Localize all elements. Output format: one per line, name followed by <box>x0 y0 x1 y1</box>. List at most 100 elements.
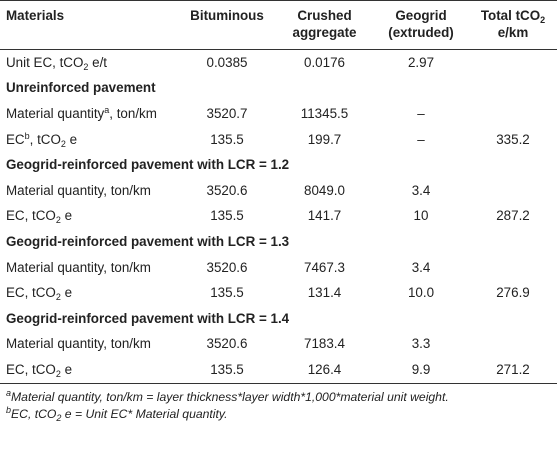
cell-crushed: 131.4 <box>307 285 342 301</box>
footnote-b-mark: b <box>6 404 12 415</box>
cell-total: 276.9 <box>496 285 530 301</box>
cell-geogrid: 10.0 <box>407 285 435 301</box>
footnote-b-sub: 2 <box>56 412 62 423</box>
table-container: Materials Bituminous Crushed aggregate Ge… <box>0 0 557 423</box>
cell-total: 335.2 <box>496 131 530 147</box>
col-header-total: Total tCO2 e/km <box>469 1 557 50</box>
cell-total <box>469 332 557 358</box>
row-label-text: EC <box>6 131 25 147</box>
row-label-text: EC, tCO <box>6 208 56 224</box>
row-label-sub: 2 <box>55 292 61 303</box>
table-row-material-quantity: Material quantity, ton/km 3520.6 7467.3 … <box>0 255 557 281</box>
table-row-material-quantity: Material quantity, ton/km 3520.6 7183.4 … <box>0 332 557 358</box>
section-header-lcr-1-4: Geogrid-reinforced pavement with LCR = 1… <box>0 306 557 332</box>
section-title: Unreinforced pavement <box>6 80 156 96</box>
cell-geogrid: – <box>417 131 425 147</box>
cell-crushed: 7467.3 <box>304 259 345 275</box>
cell-crushed: 199.7 <box>307 131 342 147</box>
col-header-crushed-line1: Crushed <box>297 8 352 23</box>
footnote-b: bEC, tCO2 e = Unit EC* Material quantity… <box>0 404 557 423</box>
table-row-ec: EC, tCO2 e 135.5 141.7 10 287.2 <box>0 204 557 230</box>
row-label: Material quantity, ton/km <box>6 336 151 352</box>
table-row-ec: EC, tCO2 e 135.5 126.4 9.9 271.2 <box>0 357 557 384</box>
row-label-text: Material quantity <box>6 105 105 121</box>
cell-crushed: 141.7 <box>307 208 342 224</box>
cell-geogrid: 9.9 <box>411 361 431 377</box>
cell-crushed: 7183.4 <box>304 336 345 352</box>
cell-bituminous: 0.0385 <box>206 54 248 70</box>
row-label: EC, tCO2 e <box>0 280 178 306</box>
footnote-b-text-2: e = Unit EC* Material quantity. <box>61 406 228 421</box>
col-header-bituminous: Bituminous <box>190 8 264 23</box>
section-header-lcr-1-3: Geogrid-reinforced pavement with LCR = 1… <box>0 229 557 255</box>
cell-total <box>469 101 557 127</box>
footnote-mark-a: a <box>104 104 110 115</box>
section-title: Geogrid-reinforced pavement with LCR = 1… <box>6 157 290 173</box>
cell-crushed: 8049.0 <box>304 182 345 198</box>
row-label: Material quantitya, ton/km <box>0 101 178 127</box>
cell-bituminous: 135.5 <box>210 361 244 377</box>
cell-bituminous: 135.5 <box>210 131 244 147</box>
row-label-text: EC, tCO <box>6 285 56 301</box>
section-header-unreinforced: Unreinforced pavement <box>0 76 557 102</box>
row-label-tail: e/t <box>88 54 108 70</box>
footnote-a-mark: a <box>6 387 12 398</box>
cell-geogrid: 10 <box>413 208 429 224</box>
row-label: Unit EC, tCO2 e/t <box>0 50 178 76</box>
cell-total <box>469 178 557 204</box>
cell-geogrid: 2.97 <box>407 54 435 70</box>
col-header-total-line2: e/km <box>497 25 529 40</box>
table-row-material-quantity: Material quantity, ton/km 3520.6 8049.0 … <box>0 178 557 204</box>
col-header-materials: Materials <box>6 8 65 23</box>
cell-crushed: 11345.5 <box>300 105 349 121</box>
cell-geogrid: – <box>417 105 425 121</box>
cell-total: 287.2 <box>496 208 530 224</box>
footnote-a: aMaterial quantity, ton/km = layer thick… <box>0 387 557 406</box>
col-header-crushed-line2: aggregate <box>292 25 357 40</box>
row-label: EC, tCO2 e <box>0 357 178 383</box>
cell-crushed: 126.4 <box>307 361 342 377</box>
embodied-carbon-table: Materials Bituminous Crushed aggregate Ge… <box>0 0 557 384</box>
section-title: Geogrid-reinforced pavement with LCR = 1… <box>6 310 290 326</box>
row-label-tail: , ton/km <box>109 105 157 121</box>
table-header-row: Materials Bituminous Crushed aggregate Ge… <box>0 0 557 50</box>
table-row-ec: ECb, tCO2 e 135.5 199.7 – 335.2 <box>0 127 557 153</box>
row-label-tail2: e <box>60 361 73 377</box>
section-header-lcr-1-2: Geogrid-reinforced pavement with LCR = 1… <box>0 152 557 178</box>
row-label: ECb, tCO2 e <box>0 127 178 153</box>
row-label-tail: , tCO <box>29 131 61 147</box>
section-title: Geogrid-reinforced pavement with LCR = 1… <box>6 233 290 249</box>
row-label-tail2: e <box>65 131 78 147</box>
row-label-sub: 2 <box>55 215 61 226</box>
col-header-total-sub: 2 <box>540 15 546 25</box>
row-label-text: Unit EC, tCO <box>6 54 84 70</box>
cell-crushed: 0.0176 <box>304 54 345 70</box>
cell-geogrid: 3.4 <box>411 182 431 198</box>
table-row-material-quantity: Material quantitya, ton/km 3520.7 11345.… <box>0 101 557 127</box>
col-header-geogrid-line2: (extruded) <box>388 25 454 40</box>
row-label-tail2: e <box>60 285 73 301</box>
table-row-ec: EC, tCO2 e 135.5 131.4 10.0 276.9 <box>0 280 557 306</box>
row-label-sub: 2 <box>55 368 61 379</box>
row-label-text: EC, tCO <box>6 361 56 377</box>
row-label: Material quantity, ton/km <box>6 259 151 275</box>
cell-total <box>469 255 557 281</box>
table-row-unit-ec: Unit EC, tCO2 e/t 0.0385 0.0176 2.97 <box>0 50 557 76</box>
cell-bituminous: 135.5 <box>210 285 244 301</box>
footnote-b-text-1: EC, tCO <box>11 406 57 421</box>
col-header-crushed-aggregate: Crushed aggregate <box>276 1 373 50</box>
col-header-geogrid: Geogrid (extruded) <box>373 1 469 50</box>
col-header-geogrid-line1: Geogrid <box>395 8 447 23</box>
cell-total: 271.2 <box>496 361 530 377</box>
row-label: Material quantity, ton/km <box>6 182 151 198</box>
row-label-sub: 2 <box>83 61 89 72</box>
cell-bituminous: 135.5 <box>210 208 244 224</box>
cell-bituminous: 3520.6 <box>206 182 248 198</box>
footnote-a-text: Material quantity, ton/km = layer thickn… <box>11 389 449 404</box>
cell-total <box>469 50 557 76</box>
row-label-tail2: e <box>60 208 73 224</box>
row-label-sub: 2 <box>60 138 66 149</box>
cell-bituminous: 3520.7 <box>206 105 248 121</box>
cell-bituminous: 3520.6 <box>206 336 248 352</box>
cell-geogrid: 3.3 <box>411 336 431 352</box>
